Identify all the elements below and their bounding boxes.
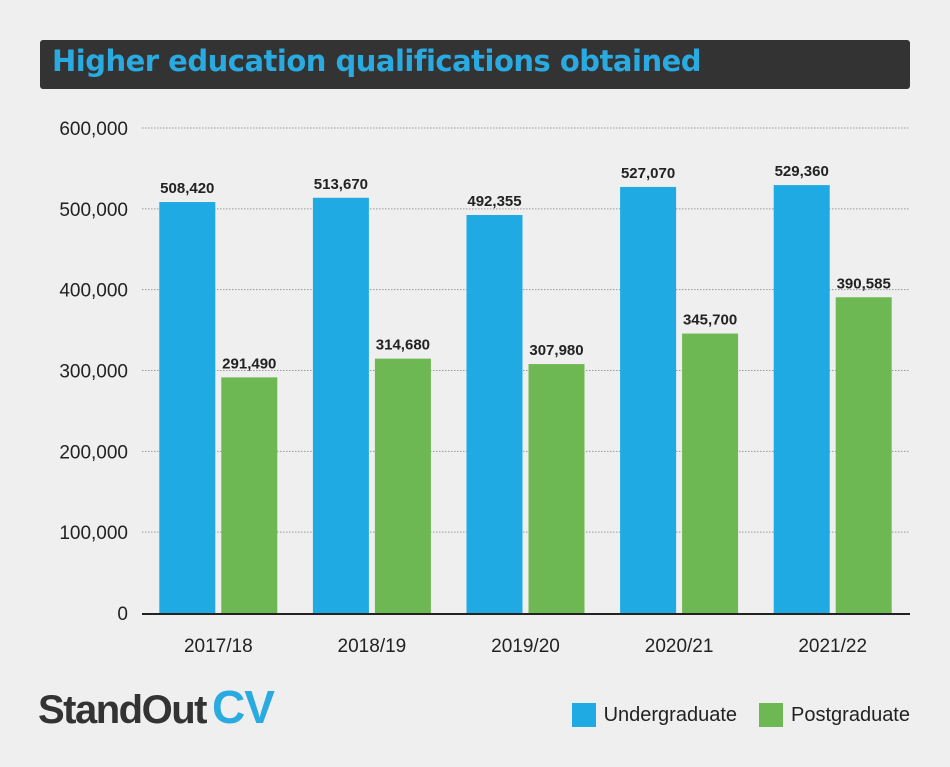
legend: Undergraduate Postgraduate: [550, 703, 910, 727]
y-tick-label: 300,000: [59, 362, 128, 383]
bar-undergraduate: [159, 202, 216, 613]
bar-undergraduate: [312, 197, 369, 613]
legend-label-postgraduate: Postgraduate: [791, 703, 910, 726]
y-tick-label: 100,000: [59, 523, 128, 544]
chart-title: Higher education qualifications obtained: [52, 44, 702, 78]
bar-postgraduate: [528, 364, 585, 613]
legend-swatch-undergraduate: [571, 703, 596, 727]
legend-swatch-postgraduate: [759, 703, 784, 727]
logo-main-text: StandOut: [38, 688, 207, 732]
data-label-undergraduate: 492,355: [467, 193, 521, 210]
legend-label-undergraduate: Undergraduate: [603, 703, 738, 726]
bar-postgraduate: [374, 358, 431, 613]
x-tick-label: 2018/19: [338, 636, 407, 657]
y-tick-label: 600,000: [59, 119, 128, 140]
x-tick-label: 2021/22: [798, 636, 867, 657]
bar-postgraduate: [682, 333, 739, 613]
bar-undergraduate: [466, 215, 523, 613]
y-tick-label: 200,000: [59, 442, 128, 463]
data-label-undergraduate: 529,360: [775, 163, 829, 180]
y-tick-label: 500,000: [59, 200, 128, 221]
bar-postgraduate: [835, 297, 892, 613]
data-label-postgraduate: 291,490: [222, 355, 276, 372]
data-label-postgraduate: 314,680: [376, 337, 430, 354]
logo-accent-text: CV: [211, 681, 275, 733]
bar-undergraduate: [773, 185, 830, 614]
legend-item-undergraduate: Undergraduate: [571, 703, 738, 727]
x-tick-label: 2017/18: [184, 636, 253, 657]
x-tick-label: 2019/20: [491, 636, 560, 657]
brand-logo: StandOut CV: [38, 680, 275, 734]
data-label-undergraduate: 513,670: [314, 176, 368, 193]
y-tick-label: 0: [117, 604, 128, 625]
data-label-postgraduate: 345,700: [683, 312, 737, 329]
data-label-undergraduate: 508,420: [160, 180, 214, 197]
data-label-undergraduate: 527,070: [621, 165, 675, 182]
title-bar: Higher education qualifications obtained: [40, 40, 910, 89]
bar-postgraduate: [221, 377, 278, 613]
data-label-postgraduate: 390,585: [837, 275, 891, 292]
y-tick-label: 400,000: [59, 281, 128, 302]
bar-undergraduate: [620, 186, 677, 613]
data-label-postgraduate: 307,980: [529, 342, 583, 359]
x-tick-label: 2020/21: [645, 636, 714, 657]
legend-item-postgraduate: Postgraduate: [759, 703, 910, 727]
